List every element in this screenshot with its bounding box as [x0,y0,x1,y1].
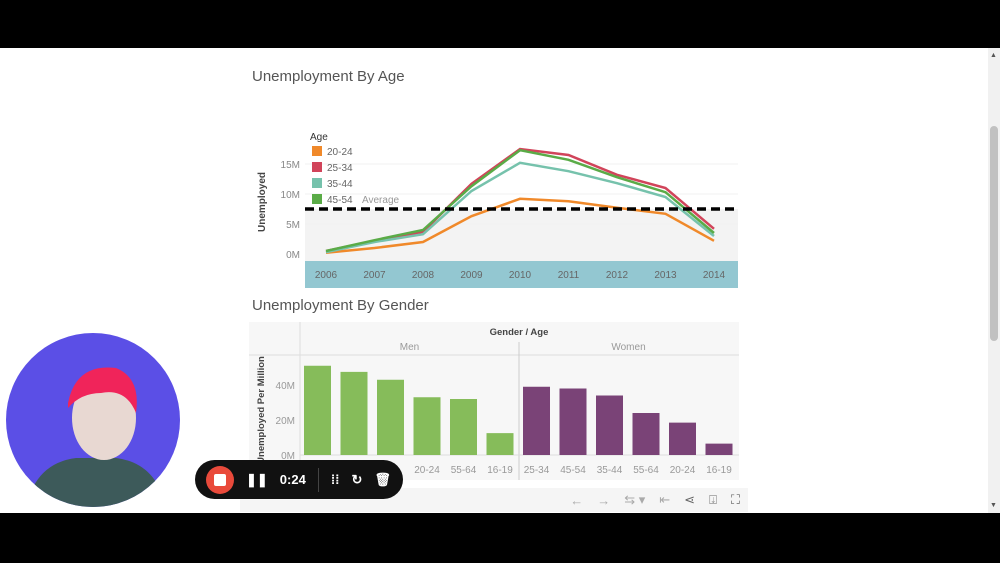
x-tick-label: 2010 [509,270,532,281]
grid-icon[interactable]: ⁞⁞ [330,472,340,487]
y-axis-title: Unemployed [257,172,268,232]
delete-icon[interactable]: 🗑 [374,471,391,487]
bar [596,395,623,455]
x-tick-label: 2013 [654,270,677,281]
x-tick-label: 55-64 [633,465,659,476]
series-line-35-44 [325,161,715,254]
y-tick-label: 5M [286,220,300,231]
legend-swatch [312,194,322,204]
scrollbar[interactable]: ▲ ▼ [988,48,1000,513]
bar [523,386,550,455]
y-axis-title: Unemployed Per Million [256,356,267,464]
x-tick-label: 55-64 [451,465,477,476]
x-tick-label: 25-34 [524,465,550,476]
bar [304,365,331,455]
undo-icon[interactable]: ← [570,492,584,508]
stop-recording-button[interactable] [206,465,234,494]
age-chart-title: Unemployment By Age [252,68,405,85]
scroll-up-icon[interactable]: ▲ [990,52,997,59]
age-line-chart: 0M 5M 10M 15M 2006 2007 2008 2009 2010 2011 2012 20… [257,132,738,288]
bar [632,413,660,455]
pause-button[interactable]: ❚❚ [246,471,268,487]
y-tick-label: 10M [281,190,300,201]
y-tick-label: 15M [281,160,300,171]
restart-icon[interactable]: ↻ [351,471,363,487]
scrollbar-thumb[interactable] [990,126,998,341]
recording-timer: 0:24 [279,472,306,487]
y-tick-label: 0M [286,250,300,261]
x-tick-label: 2009 [460,270,483,281]
x-tick-label: 45-54 [560,465,586,476]
scroll-down-icon[interactable]: ▼ [990,502,997,509]
bar [486,433,514,455]
page: Unemployment By Age 0M 5M 10M 15M 2006 2007 20… [0,48,1000,513]
bar [377,379,404,455]
legend-label: 35-44 [327,179,353,190]
redo-icon[interactable]: → [597,492,611,508]
x-tick-label: 2011 [558,270,580,281]
bar [413,397,441,455]
divider [317,467,319,492]
average-band [305,209,738,261]
series-line-20-24 [325,197,715,255]
gender-chart-title: Unemployment By Gender [252,297,429,314]
y-tick-label: 40M [276,381,295,392]
x-tick-label: 2014 [703,270,726,281]
screen-recorder-controls: ❚❚ 0:24 ⁞⁞ ↻ 🗑 [195,460,403,499]
x-tick-label: 16-19 [487,465,513,476]
legend-swatch [312,146,322,156]
legend-label: 20-24 [327,147,353,158]
download-icon[interactable]: ⍗ [709,492,717,507]
group-label-Women: Women [611,342,645,353]
legend-swatch [312,178,322,188]
bar [669,422,696,455]
bar [705,443,733,455]
header-title: Gender / Age [490,327,549,338]
x-tick-label: 16-19 [706,465,732,476]
x-tick-label: 20-24 [414,465,440,476]
x-tick-label: 2012 [606,270,629,281]
revert-icon[interactable]: ⇆ ▾ [624,492,646,507]
gender-bar-chart: Gender / Age Unemployed Per Million 0M 20M 4… [249,322,739,480]
bar [559,388,587,455]
legend-label: 25-34 [327,163,353,174]
bar [450,399,477,455]
fullscreen-icon[interactable]: ⛶ [730,492,740,507]
legend-swatch [312,162,322,172]
legend-title: Age [310,132,328,143]
presenter-video [26,367,166,507]
stop-icon [214,473,226,486]
share-icon[interactable]: ⋖ [684,492,696,507]
x-tick-label: 2007 [363,270,386,281]
webcam-overlay [6,333,180,507]
average-label: Average [362,195,400,206]
legend-label: 45-54 [327,195,353,206]
x-tick-label: 35-44 [597,465,623,476]
x-tick-label: 2008 [412,270,435,281]
x-axis-band [305,261,738,288]
y-tick-label: 0M [281,451,295,462]
bar [340,371,368,455]
x-tick-label: 2006 [315,270,338,281]
x-tick-label: 20-24 [670,465,696,476]
reset-icon[interactable]: ⇤ [659,492,671,507]
series-line-45-54 [325,148,715,253]
y-tick-label: 20M [276,416,295,427]
group-label-Men: Men [400,342,419,353]
